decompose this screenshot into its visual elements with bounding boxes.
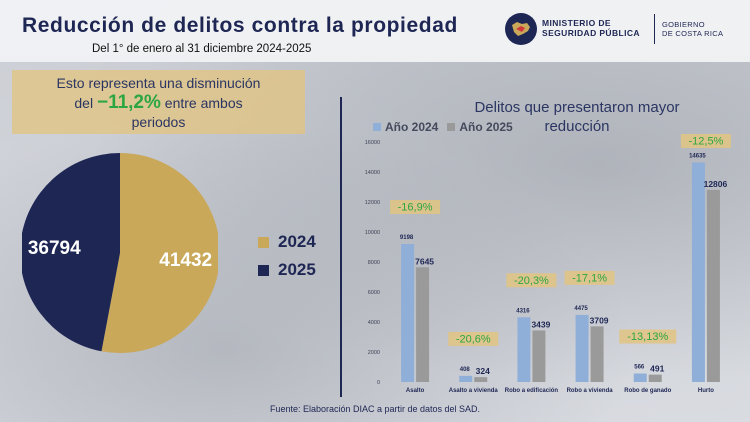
- header: Reducción de delitos contra la propiedad…: [0, 0, 750, 62]
- callout-percent: −11,2%: [96, 92, 161, 113]
- change-label: -20,3%: [514, 275, 549, 287]
- change-label: -12,5%: [688, 136, 723, 148]
- bar-value-label: 566: [634, 365, 645, 371]
- section-divider: [340, 97, 342, 397]
- pie-legend: 2024 2025: [258, 228, 316, 284]
- page-subtitle: Del 1° de enero al 31 diciembre 2024-202…: [92, 43, 312, 55]
- bar-2025: [590, 326, 604, 382]
- bar-2025: [648, 374, 662, 382]
- y-tick-label: 12000: [365, 200, 380, 206]
- category-label: Asalto: [406, 388, 425, 394]
- bar-2024: [691, 162, 705, 382]
- bar-legend-item-2024: Año 2024: [373, 120, 438, 134]
- bar-value-label: 4475: [574, 306, 588, 312]
- government-name: GOBIERNO DE COSTA RICA: [662, 20, 724, 38]
- change-label: -13,13%: [627, 331, 668, 343]
- y-tick-label: 4000: [368, 320, 380, 326]
- legend-label-2024: 2024: [278, 232, 316, 251]
- bar-legend-swatch-2025: [447, 123, 456, 131]
- bar-value-label: 324: [476, 366, 490, 376]
- bar-value-label: 12806: [704, 179, 728, 189]
- category-label: Robo a edificación: [505, 388, 559, 394]
- change-pill: [390, 200, 441, 215]
- bar-legend-label-2025: Año 2025: [459, 120, 513, 134]
- y-tick-label: 6000: [368, 290, 380, 296]
- bar-2025: [474, 377, 488, 382]
- callout-prefix: del: [74, 95, 94, 111]
- bar-2025: [532, 330, 546, 382]
- legend-item-2024: 2024: [258, 228, 316, 256]
- category-label: Hurto: [698, 388, 714, 394]
- bar-value-label: 491: [650, 364, 664, 374]
- bar-legend-item-2025: Año 2025: [447, 120, 513, 134]
- change-label: -17,1%: [572, 272, 607, 284]
- pie-slice-2024: [101, 153, 220, 353]
- callout-line1: Esto representa una disminución: [56, 75, 261, 91]
- legend-item-2025: 2025: [258, 256, 316, 284]
- source-note: Fuente: Elaboración DIAC a partir de dat…: [269, 404, 481, 414]
- change-label: -16,9%: [398, 202, 433, 214]
- bar-2024: [575, 314, 589, 382]
- bar-value-label: 3439: [531, 319, 550, 329]
- bar-2024: [633, 373, 647, 382]
- bar-2025: [416, 267, 430, 382]
- bar-2024: [459, 375, 473, 382]
- bar-2025: [706, 189, 720, 382]
- bar-value-label: 4316: [516, 308, 530, 314]
- bar-2024: [517, 317, 531, 382]
- y-tick-label: 14000: [365, 170, 380, 176]
- y-tick-label: 8000: [368, 260, 380, 266]
- callout-line3: periodos: [131, 114, 186, 130]
- pie-value-label-2025: 36794: [28, 238, 81, 259]
- pie-chart-svg: 41432 36794: [19, 153, 220, 353]
- page-title: Reducción de delitos contra la propiedad: [22, 14, 458, 37]
- bar-legend-label-2024: Año 2024: [385, 120, 439, 134]
- callout-line2: del −11,2% entre ambos: [12, 93, 305, 113]
- bar-chart-legend: Año 2024 Año 2025: [373, 120, 522, 134]
- pie-value-label-2024: 41432: [159, 250, 212, 271]
- change-pill: [448, 331, 499, 346]
- y-tick-label: 10000: [365, 230, 380, 236]
- bar-chart: 0 2000 4000 6000 8000 10000 12000 14000 16000 919…: [365, 134, 731, 394]
- y-tick-label: 2000: [368, 350, 380, 356]
- change-label: -20,6%: [456, 333, 491, 345]
- bar-value-label: 3709: [590, 315, 609, 325]
- bar-value-label: 7645: [415, 256, 434, 266]
- ministry-shield-icon: [505, 13, 537, 45]
- bar-2024: [401, 244, 415, 382]
- callout-suffix: entre ambos: [164, 95, 243, 111]
- legend-swatch-2025: [258, 264, 269, 276]
- header-divider: [654, 14, 655, 44]
- bar-value-label: 9198: [400, 235, 414, 241]
- reduction-callout: Esto representa una disminución del −11,…: [12, 70, 305, 134]
- y-tick-label: 16000: [365, 140, 380, 146]
- pie-chart: 41432 36794: [19, 150, 220, 361]
- bar-value-label: 408: [460, 367, 471, 373]
- ministry-name: MINISTERIO DE SEGURIDAD PÚBLICA: [542, 18, 640, 38]
- change-pill: [680, 134, 731, 148]
- pie-slice-2025: [19, 153, 121, 352]
- legend-label-2025: 2025: [278, 260, 316, 279]
- change-pill: [506, 273, 557, 288]
- y-tick-label: 0: [377, 380, 380, 386]
- legend-swatch-2024: [258, 236, 269, 248]
- bar-legend-swatch-2024: [373, 123, 381, 131]
- change-pill: [619, 329, 677, 344]
- category-label: Robo de ganado: [624, 388, 671, 394]
- change-pill: [564, 270, 615, 285]
- category-label: Robo a vivienda: [567, 388, 614, 394]
- category-label: Asalto a vivienda: [449, 388, 499, 394]
- bar-value-label: 14635: [689, 153, 706, 159]
- bar-chart-title: Delitos que presentaron mayor reducción: [474, 99, 680, 135]
